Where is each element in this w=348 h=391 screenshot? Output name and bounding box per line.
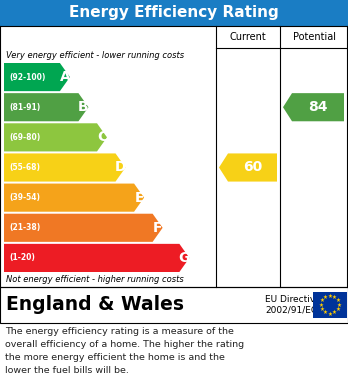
Text: EU Directive: EU Directive: [265, 296, 321, 305]
Polygon shape: [4, 214, 163, 242]
Text: ★: ★: [323, 310, 328, 315]
Text: ★: ★: [335, 298, 340, 303]
Text: ★: ★: [320, 298, 325, 303]
Bar: [313, 292, 347, 318]
Text: ★: ★: [318, 303, 323, 307]
Polygon shape: [219, 153, 277, 181]
Text: D: D: [115, 160, 126, 174]
Text: E: E: [134, 191, 144, 204]
Text: Energy Efficiency Rating: Energy Efficiency Rating: [69, 5, 279, 20]
Text: ★: ★: [323, 295, 328, 300]
Text: The energy efficiency rating is a measure of the
overall efficiency of a home. T: The energy efficiency rating is a measur…: [5, 327, 244, 375]
Text: (55-68): (55-68): [9, 163, 40, 172]
Text: (39-54): (39-54): [9, 193, 40, 202]
Text: (81-91): (81-91): [9, 103, 40, 112]
Text: Not energy efficient - higher running costs: Not energy efficient - higher running co…: [6, 276, 184, 285]
Polygon shape: [4, 153, 126, 181]
Text: ★: ★: [337, 303, 341, 307]
Text: 84: 84: [308, 100, 328, 114]
Text: F: F: [153, 221, 163, 235]
Text: (69-80): (69-80): [9, 133, 40, 142]
Text: ★: ★: [332, 295, 337, 300]
Bar: [0, 0, 348, 26]
Polygon shape: [4, 123, 107, 151]
Text: ★: ★: [327, 294, 332, 298]
Polygon shape: [283, 93, 344, 121]
Text: ★: ★: [335, 307, 340, 312]
Text: ★: ★: [327, 312, 332, 316]
Text: A: A: [60, 70, 70, 84]
Text: 2002/91/EC: 2002/91/EC: [265, 305, 317, 314]
Text: England & Wales: England & Wales: [6, 296, 184, 314]
Text: 60: 60: [243, 160, 262, 174]
Text: Potential: Potential: [293, 32, 335, 42]
Text: Current: Current: [230, 32, 266, 42]
Polygon shape: [4, 63, 70, 91]
Text: G: G: [179, 251, 190, 265]
Bar: [0, 287, 348, 323]
Text: ★: ★: [320, 307, 325, 312]
Text: C: C: [97, 130, 107, 144]
Text: B: B: [78, 100, 89, 114]
Text: (1-20): (1-20): [9, 253, 35, 262]
Polygon shape: [4, 93, 88, 121]
Text: ★: ★: [332, 310, 337, 315]
Text: (21-38): (21-38): [9, 223, 40, 232]
Text: (92-100): (92-100): [9, 73, 45, 82]
Text: Very energy efficient - lower running costs: Very energy efficient - lower running co…: [6, 50, 184, 59]
Polygon shape: [4, 183, 144, 212]
Polygon shape: [4, 244, 189, 272]
